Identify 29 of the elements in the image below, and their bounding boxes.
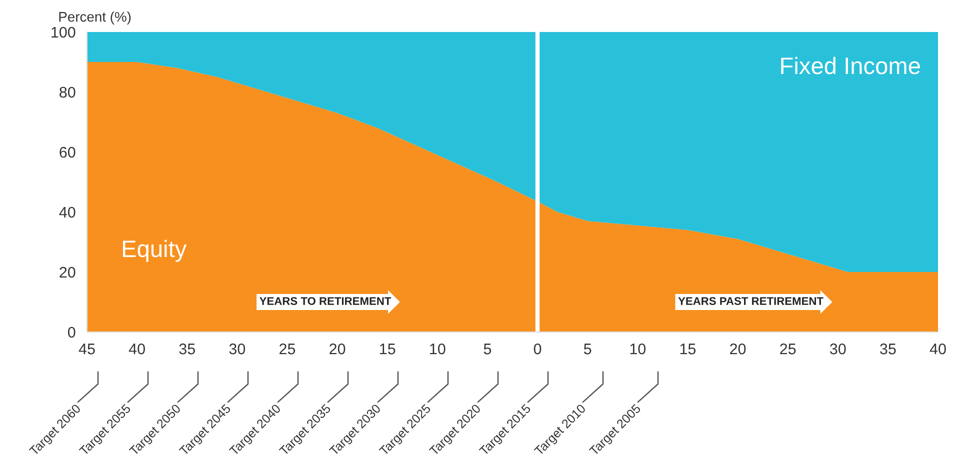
x-tick-label: 5 (584, 344, 592, 354)
x-tick-label: 0 (534, 344, 542, 354)
annotation: YEARS PAST RETIREMENT (678, 297, 824, 305)
x-tick-label: 15 (680, 344, 696, 354)
y-tick-label: 80 (60, 86, 76, 98)
y-tick-label: 20 (60, 266, 76, 278)
x-tick-label: 25 (780, 344, 796, 354)
y-tick-label: 40 (59, 206, 76, 218)
x-tick-label: 20 (330, 344, 346, 354)
x-tick-label: 45 (78, 344, 95, 354)
x-tick-label: 15 (380, 344, 396, 354)
x-tick-label: 20 (730, 344, 746, 354)
x-tick-label: 10 (630, 344, 646, 354)
x-tick-label: 35 (880, 344, 896, 354)
x-tick-label: 5 (484, 344, 492, 354)
x-tick-label: 30 (830, 344, 846, 354)
x-tick-label: 40 (930, 344, 946, 354)
x-tick-label: 10 (430, 344, 446, 354)
annotation: YEARS TO RETIREMENT (260, 297, 392, 305)
x-tick-label: 40 (128, 344, 145, 354)
series-label: Fixed Income (781, 56, 920, 74)
series-label: Equity (122, 240, 187, 262)
y-tick-label: 60 (60, 146, 76, 158)
x-tick-label: 25 (280, 344, 296, 354)
x-tick-label: 35 (179, 344, 195, 354)
y-tick-label: 0 (68, 326, 76, 338)
x-tick-label: 30 (229, 344, 246, 354)
y-axis-title: Percent (%) (59, 12, 131, 24)
y-tick-label: 100 (52, 26, 76, 38)
